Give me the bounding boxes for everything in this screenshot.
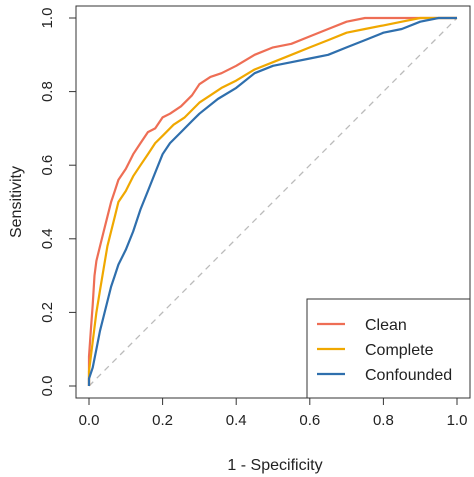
legend-label-confounded: Confounded: [365, 367, 452, 384]
y-axis-title: Sensitivity: [8, 166, 25, 238]
plot-frame: [75, 5, 471, 399]
y-tick-label: 0.4: [39, 228, 56, 249]
legend-label-clean: Clean: [365, 317, 407, 334]
legend-label-complete: Complete: [365, 342, 434, 359]
x-tick-label: 0.8: [373, 412, 394, 429]
x-tick-label: 1.0: [447, 412, 468, 429]
y-tick-label: 1.0: [39, 8, 56, 29]
y-tick-label: 0.2: [39, 302, 56, 323]
x-tick-label: 0.2: [152, 412, 173, 429]
y-tick-label: 0.6: [39, 155, 56, 176]
series-line-complete: [87, 16, 457, 386]
series-line-clean: [87, 16, 457, 386]
chance-diagonal-line: [88, 17, 458, 387]
x-tick-label: 0.4: [226, 412, 247, 429]
y-tick-label: 0.0: [39, 376, 56, 397]
series-line-confounded: [87, 16, 457, 386]
x-tick-label: 0.0: [79, 412, 100, 429]
y-tick-label: 0.8: [39, 81, 56, 102]
x-tick-label: 0.6: [299, 412, 320, 429]
x-axis-title: 1 - Specificity: [227, 457, 322, 474]
